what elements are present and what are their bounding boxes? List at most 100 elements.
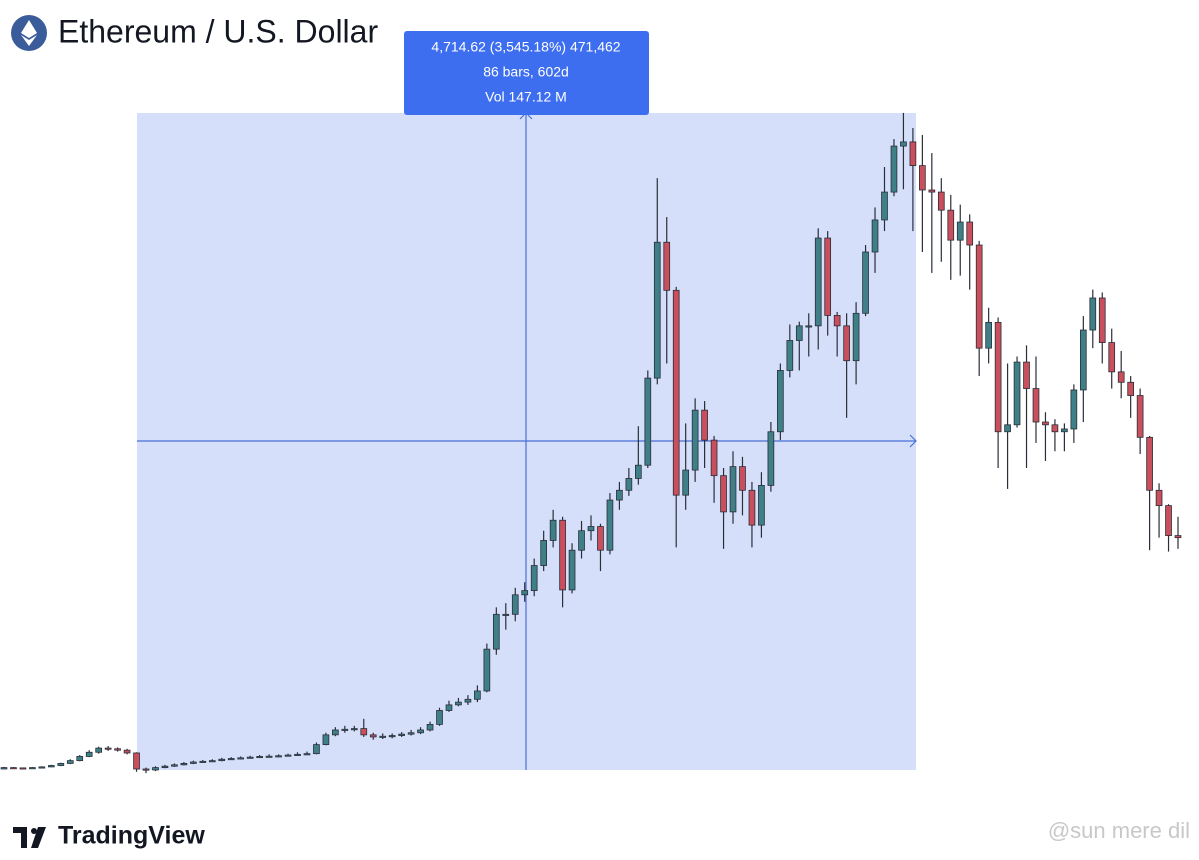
candle-body: [805, 325, 813, 328]
candle-body: [729, 466, 737, 513]
candle-body: [540, 540, 547, 566]
candle-body: [1117, 371, 1125, 383]
candle-body: [379, 735, 387, 738]
candle-body: [928, 189, 936, 193]
candle-body: [104, 747, 112, 750]
candle-body: [966, 221, 974, 246]
candle-body: [436, 710, 443, 725]
candle-body: [1108, 342, 1116, 373]
candle-body: [417, 729, 424, 734]
candle-body: [275, 755, 282, 758]
candle-body: [625, 478, 633, 491]
candle-body: [1174, 535, 1182, 539]
candle-body: [350, 728, 358, 731]
candle-body: [616, 489, 623, 501]
candle-body: [208, 760, 216, 763]
candle-body: [502, 613, 510, 616]
candle-body: [758, 485, 765, 526]
brand-logo-dot: [31, 828, 37, 834]
candle-body: [1061, 428, 1068, 433]
watermark: @sun mere dil: [1048, 818, 1190, 843]
candle-body: [767, 431, 775, 486]
candle-body: [1070, 389, 1078, 430]
candle-body: [1032, 388, 1040, 423]
candle-body: [559, 519, 566, 591]
candle-body: [900, 141, 907, 147]
candle-body: [142, 768, 150, 771]
candle-body: [426, 723, 434, 731]
candles: [0, 112, 1182, 774]
candle-body: [691, 409, 699, 471]
candle-body: [114, 748, 121, 751]
candle-body: [975, 244, 983, 349]
candle-body: [568, 549, 576, 591]
candle-body: [190, 761, 197, 764]
candle-body: [985, 321, 992, 349]
candle-body: [180, 763, 188, 766]
candle-body: [852, 312, 860, 362]
candle-body: [1079, 329, 1087, 391]
candle-body: [814, 237, 822, 327]
candle-body: [455, 701, 462, 706]
candle-body: [1089, 297, 1097, 331]
candle-body: [341, 728, 349, 731]
candle-body: [1042, 421, 1049, 426]
candle-body: [322, 734, 330, 746]
candle-body: [710, 439, 718, 477]
candle-body: [795, 325, 803, 341]
candle-body: [862, 251, 869, 314]
candle-body: [360, 728, 368, 736]
measure-volume: Vol 147.12 M: [485, 89, 567, 105]
candle-body: [833, 315, 841, 327]
candle-body: [549, 519, 557, 541]
candle-body: [521, 590, 529, 596]
candle-body: [48, 765, 55, 768]
candle-body: [1051, 424, 1059, 433]
candle-body: [171, 764, 178, 767]
candle-body: [511, 594, 519, 615]
candle-body: [332, 729, 339, 736]
candle-body: [890, 145, 898, 193]
candle-body: [133, 752, 140, 770]
candle-body: [0, 767, 8, 770]
candle-body: [682, 469, 690, 496]
eth-glyph: [21, 20, 37, 46]
candle-body: [881, 191, 888, 221]
candle-body: [578, 530, 585, 551]
candle-body: [947, 209, 955, 241]
candle-body: [606, 499, 614, 551]
candle-body: [445, 704, 453, 711]
candle-body: [739, 466, 746, 491]
candle-body: [871, 219, 879, 253]
candle-body: [398, 733, 405, 736]
candle-body: [786, 340, 794, 371]
candle-body: [824, 237, 832, 316]
candle-body: [407, 732, 415, 735]
candle-body: [994, 321, 1002, 433]
candle-body: [256, 756, 263, 759]
candle-body: [956, 221, 964, 241]
candle-body: [1004, 424, 1011, 433]
candle-body: [530, 565, 538, 592]
candle-body: [937, 191, 945, 211]
candle-body: [265, 755, 273, 758]
candle-body: [748, 489, 756, 526]
measure-tooltip: [404, 31, 649, 115]
candle-body: [1136, 395, 1144, 438]
candle-body: [1127, 381, 1134, 396]
candle-body: [635, 464, 642, 479]
candle-body: [76, 756, 84, 762]
candle-body: [10, 767, 17, 770]
chart-title: Ethereum / U.S. Dollar: [58, 13, 378, 49]
candle-body: [95, 747, 103, 753]
candle-body: [843, 325, 850, 362]
candle-body: [303, 753, 311, 756]
candle-body: [1098, 297, 1106, 343]
candle-body: [57, 763, 65, 766]
brand: TradingView: [58, 822, 205, 850]
candle-body: [1013, 361, 1021, 426]
candle-body: [218, 758, 226, 762]
candle-body: [644, 377, 652, 466]
candle-body: [161, 765, 169, 768]
